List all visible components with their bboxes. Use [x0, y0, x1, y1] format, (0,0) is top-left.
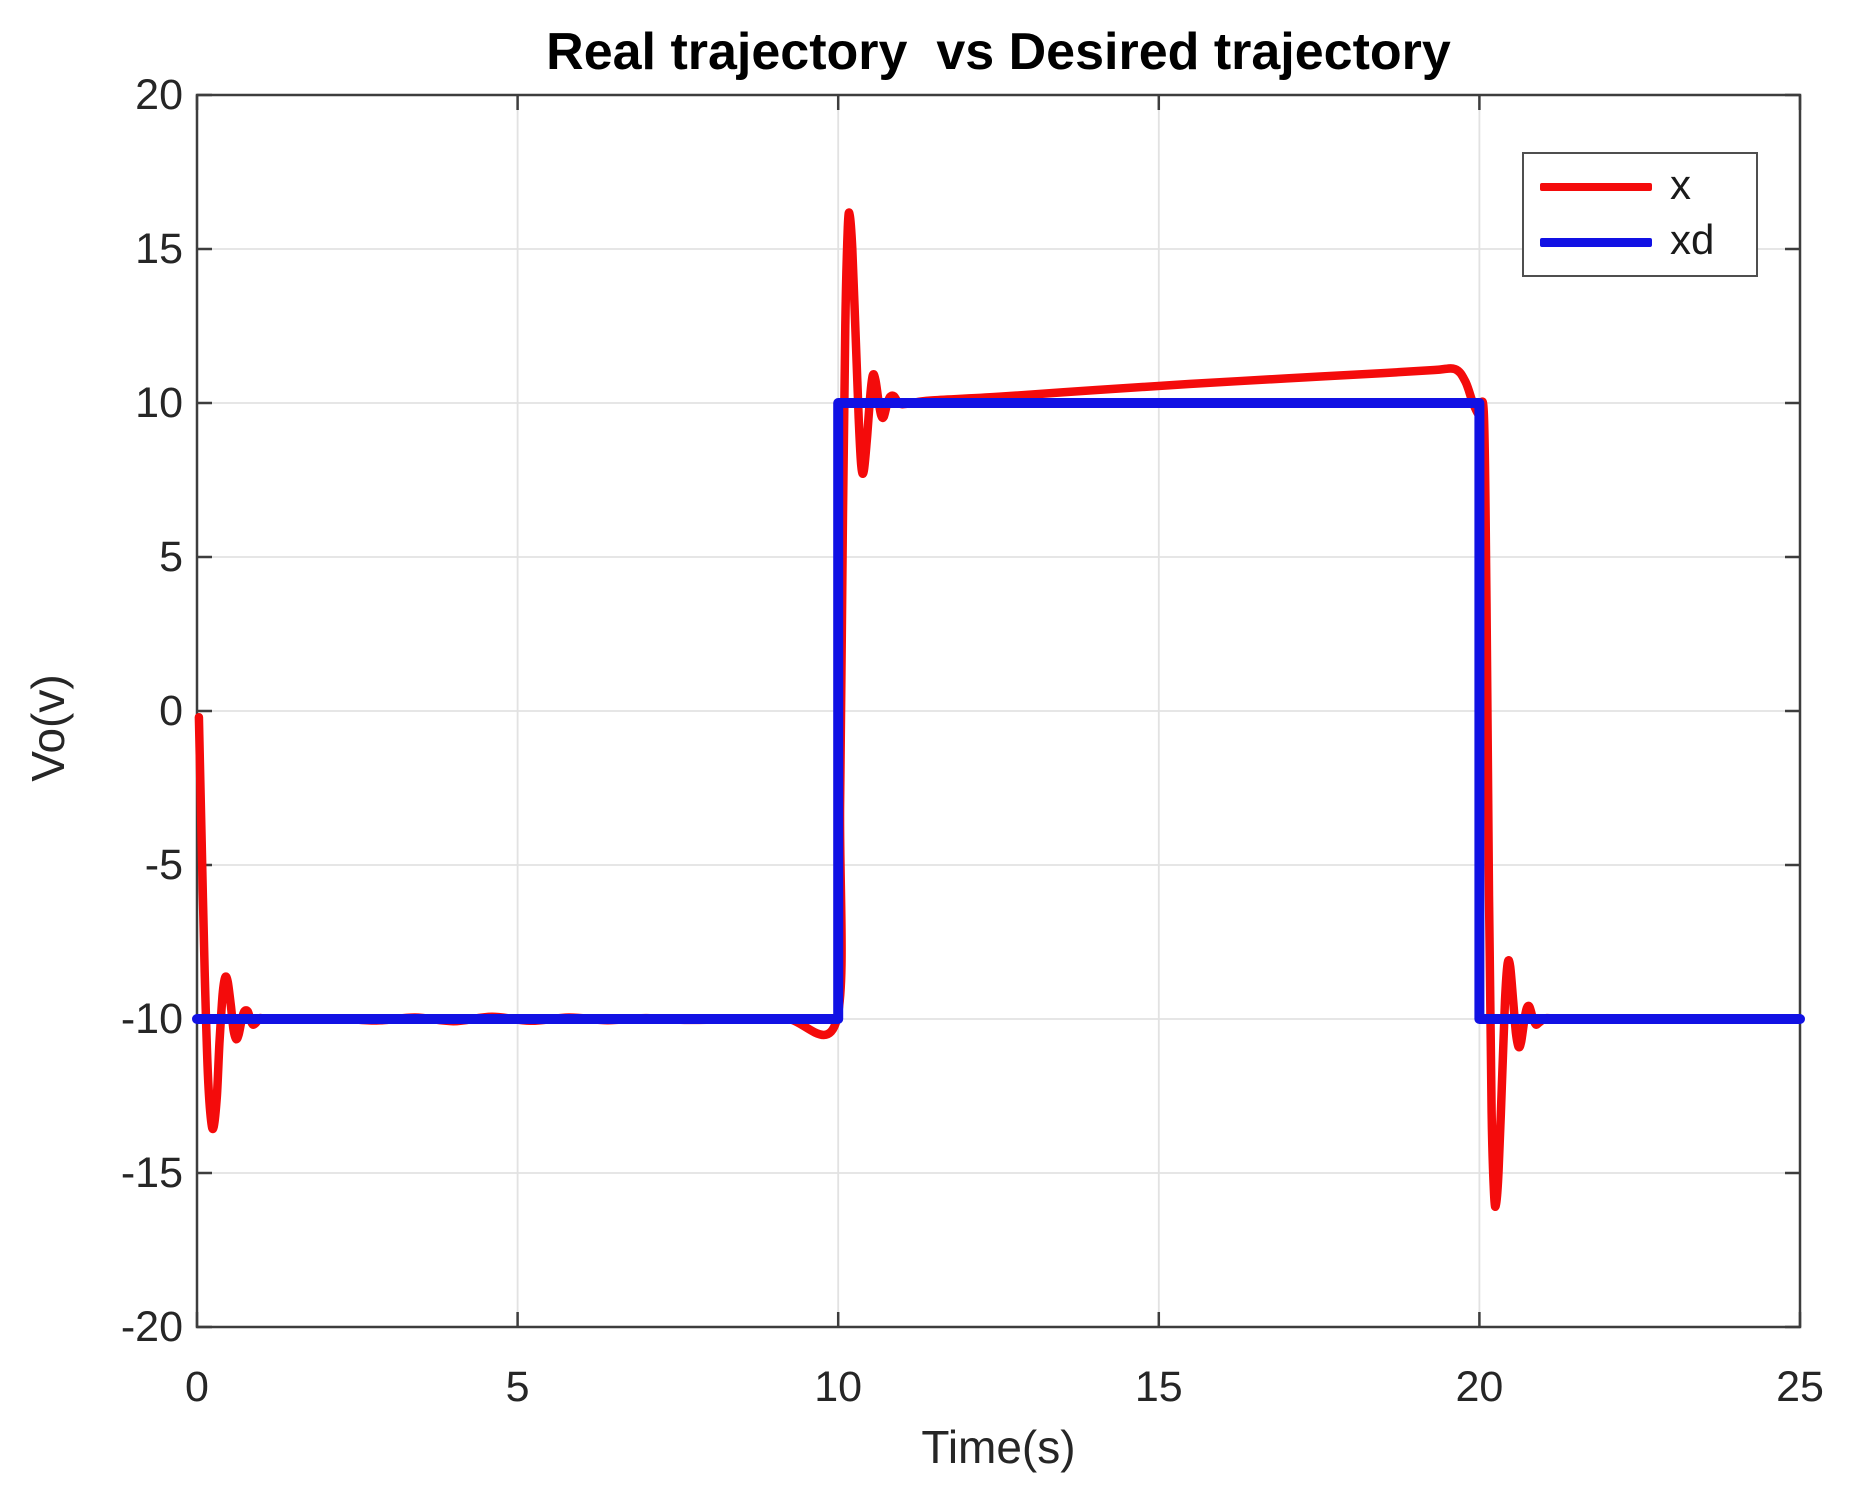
series-line-x	[194, 208, 1805, 1212]
legend-label-xd: xd	[1670, 216, 1715, 264]
x-tick-label: 5	[505, 1363, 530, 1411]
legend-item-x: x	[1540, 160, 1756, 210]
y-tick-label: 0	[159, 687, 183, 735]
x-tick-label: 0	[185, 1363, 209, 1411]
y-tick-label: 20	[135, 71, 183, 119]
x-tick-label: 10	[814, 1363, 863, 1411]
y-tick-label: -5	[144, 841, 183, 889]
chart-title: Real trajectory vs Desired trajectory	[546, 23, 1451, 81]
y-tick-label: -20	[120, 1303, 183, 1351]
y-tick-label: 10	[135, 379, 183, 427]
legend-label-x: x	[1670, 160, 1691, 208]
y-tick-label: -10	[120, 995, 183, 1043]
y-tick-label: 5	[159, 533, 183, 581]
legend-line-sample-x	[1540, 182, 1652, 191]
legend-item-xd: xd	[1540, 219, 1756, 265]
legend-line-sample-xd	[1540, 237, 1652, 247]
y-tick-label: 15	[135, 225, 183, 273]
y-tick-label: -15	[120, 1149, 183, 1197]
x-tick-label: 20	[1455, 1363, 1504, 1411]
x-tick-label: 15	[1134, 1363, 1183, 1411]
legend-box: x xd	[1522, 152, 1758, 277]
x-axis-label: Time(s)	[921, 1421, 1076, 1473]
series-line-xd	[192, 398, 1805, 1024]
x-tick-label: 25	[1776, 1363, 1824, 1411]
